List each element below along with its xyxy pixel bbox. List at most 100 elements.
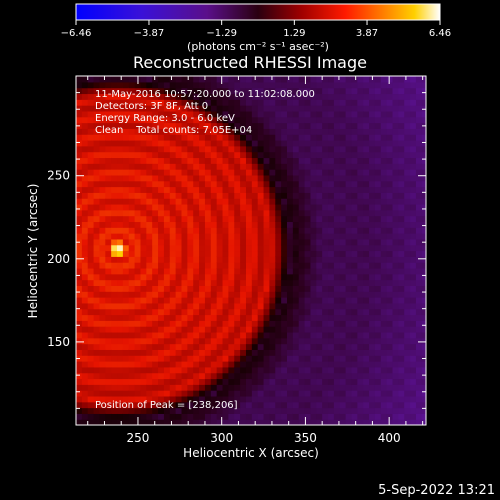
heatmap-cell [339, 169, 347, 176]
heatmap-cell [245, 163, 253, 170]
heatmap-cell [111, 209, 118, 217]
heatmap-cell [281, 145, 288, 153]
heatmap-cell [287, 128, 294, 135]
heatmap-cell [163, 209, 171, 217]
heatmap-cell [187, 174, 194, 182]
heatmap-cell [316, 349, 323, 356]
heatmap-cell [240, 384, 247, 391]
heatmap-cell [152, 244, 159, 252]
heatmap-cell [357, 192, 364, 199]
heatmap-cell [322, 122, 329, 129]
heatmap-cell [163, 297, 171, 304]
heatmap-cell [251, 145, 259, 153]
heatmap-cell [105, 297, 112, 304]
heatmap-cell [421, 384, 426, 391]
heatmap-cell [269, 407, 276, 414]
heatmap-cell [257, 186, 265, 193]
heatmap-cell [146, 203, 153, 211]
heatmap-cell [369, 366, 376, 374]
heatmap-cell [310, 390, 317, 397]
heatmap-cell [415, 186, 423, 193]
heatmap-cell [369, 267, 376, 275]
heatmap-cell [146, 105, 153, 112]
heatmap-cell [234, 221, 241, 228]
heatmap-cell [245, 180, 253, 188]
heatmap-cell [169, 250, 177, 257]
heatmap-cell [421, 81, 426, 89]
heatmap-cell [333, 297, 341, 304]
heatmap-cell [193, 99, 200, 106]
heatmap-cell [146, 302, 153, 310]
heatmap-cell [345, 116, 353, 124]
heatmap-cell [345, 355, 353, 362]
heatmap-cell [410, 407, 417, 414]
heatmap-cell [351, 297, 358, 304]
heatmap-cell [216, 192, 224, 199]
heatmap-cell [204, 372, 212, 380]
heatmap-cell [111, 331, 118, 339]
heatmap-cell [322, 192, 329, 199]
heatmap-cell [117, 209, 124, 217]
heatmap-cell [228, 343, 235, 350]
heatmap-cell [410, 87, 417, 95]
heatmap-cell [275, 256, 282, 263]
heatmap-cell [169, 198, 177, 205]
heatmap-cell [128, 116, 136, 124]
heatmap-cell [193, 267, 200, 275]
heatmap-cell [128, 297, 136, 304]
heatmap-cell [322, 349, 329, 356]
heatmap-cell [392, 134, 399, 141]
heatmap-cell [169, 233, 177, 240]
heatmap-cell [240, 99, 247, 106]
heatmap-cell [333, 215, 341, 223]
heatmap-cell [328, 390, 335, 397]
heatmap-cell [169, 227, 177, 234]
heatmap-cell [163, 244, 171, 252]
heatmap-cell [404, 308, 411, 316]
heatmap-cell [228, 163, 235, 170]
heatmap-cell [410, 343, 417, 350]
heatmap-cell [111, 110, 118, 118]
heatmap-cell [404, 378, 411, 385]
heatmap-cell [105, 326, 112, 333]
heatmap-cell [292, 169, 300, 176]
heatmap-cell [392, 349, 399, 356]
heatmap-cell [339, 308, 347, 316]
heatmap-cell [175, 407, 183, 414]
heatmap-cell [105, 198, 112, 205]
heatmap-cell [345, 291, 353, 298]
heatmap-cell [263, 331, 271, 339]
heatmap-cell [380, 250, 388, 257]
heatmap-cell [398, 372, 405, 380]
heatmap-cell [146, 93, 153, 100]
annotation-peak-position: Position of Peak = [238,206] [95, 400, 238, 411]
heatmap-cell [234, 198, 241, 205]
heatmap-cell [410, 291, 417, 298]
heatmap-cell [345, 378, 353, 385]
heatmap-cell [345, 110, 353, 118]
annotation-time-range: 11-May-2016 10:57:20.000 to 11:02:08.000 [95, 89, 315, 100]
heatmap-cell [345, 151, 353, 159]
heatmap-cell [287, 279, 294, 286]
heatmap-cell [175, 198, 183, 205]
heatmap-cell [328, 331, 335, 339]
heatmap-cell [204, 395, 212, 403]
heatmap-cell [292, 343, 300, 350]
heatmap-cell [310, 419, 317, 425]
heatmap-cell [199, 297, 206, 304]
heatmap-cell [204, 366, 212, 374]
heatmap-cell [269, 349, 276, 356]
heatmap-cell [216, 390, 224, 397]
heatmap-cell [81, 128, 89, 135]
heatmap-cell [304, 93, 312, 100]
heatmap-cell [287, 372, 294, 380]
heatmap-cell [87, 198, 95, 205]
heatmap-cell [269, 279, 276, 286]
heatmap-cell [292, 401, 300, 409]
heatmap-cell [99, 343, 106, 350]
heatmap-cell [158, 116, 165, 124]
heatmap-cell [234, 105, 241, 112]
heatmap-cell [287, 326, 294, 333]
heatmap-cell [152, 407, 159, 414]
heatmap-cell [257, 151, 265, 159]
